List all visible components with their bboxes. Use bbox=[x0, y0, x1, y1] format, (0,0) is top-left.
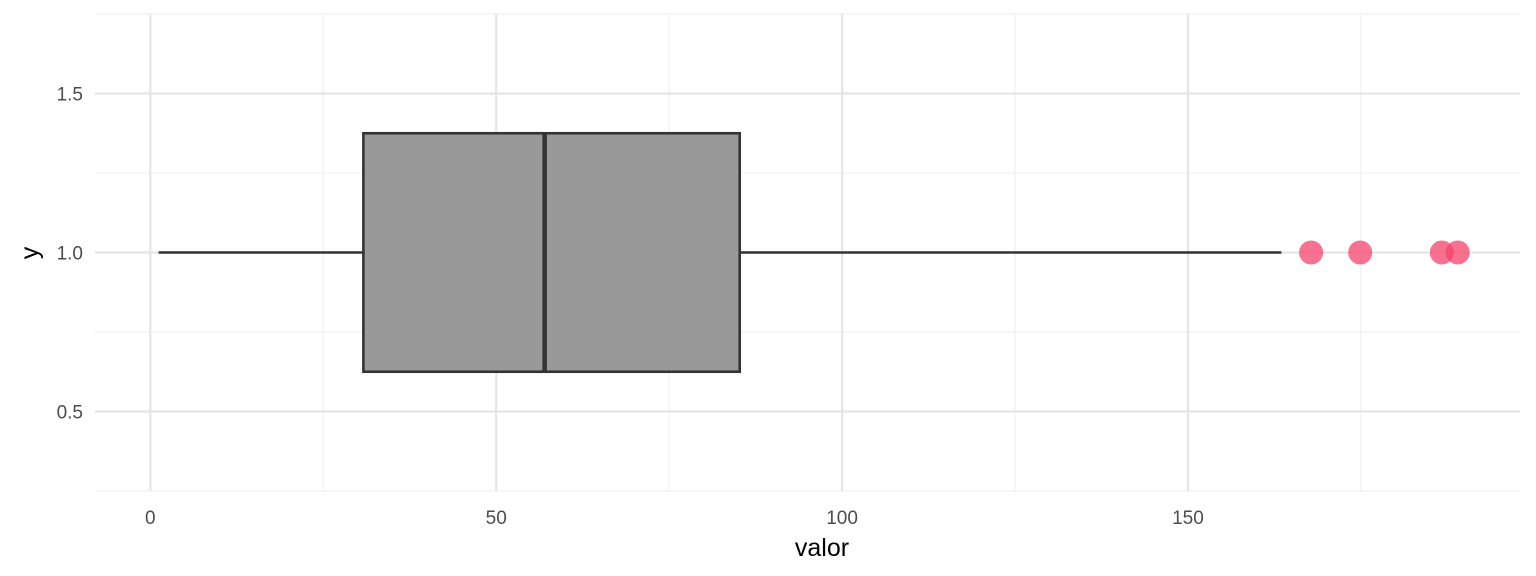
y-axis-ticks: 0.5 1.0 1.5 bbox=[57, 85, 83, 424]
outlier-point bbox=[1348, 240, 1373, 265]
x-axis-title: valor bbox=[795, 534, 849, 562]
x-tick-label: 0 bbox=[145, 508, 156, 529]
interquartile-box bbox=[362, 131, 742, 374]
outlier-point bbox=[1299, 240, 1324, 265]
y-tick-label: 1.5 bbox=[57, 85, 83, 106]
x-tick-label: 150 bbox=[1172, 508, 1204, 529]
plot-marks bbox=[158, 131, 1470, 374]
y-tick-label: 1.0 bbox=[57, 244, 83, 265]
y-tick-label: 0.5 bbox=[57, 403, 83, 424]
x-tick-label: 100 bbox=[826, 508, 858, 529]
x-axis-ticks: 0 50 100 150 bbox=[145, 508, 1204, 529]
x-tick-label: 50 bbox=[486, 508, 507, 529]
outlier-point bbox=[1445, 240, 1470, 265]
y-axis-title: y bbox=[16, 246, 44, 259]
